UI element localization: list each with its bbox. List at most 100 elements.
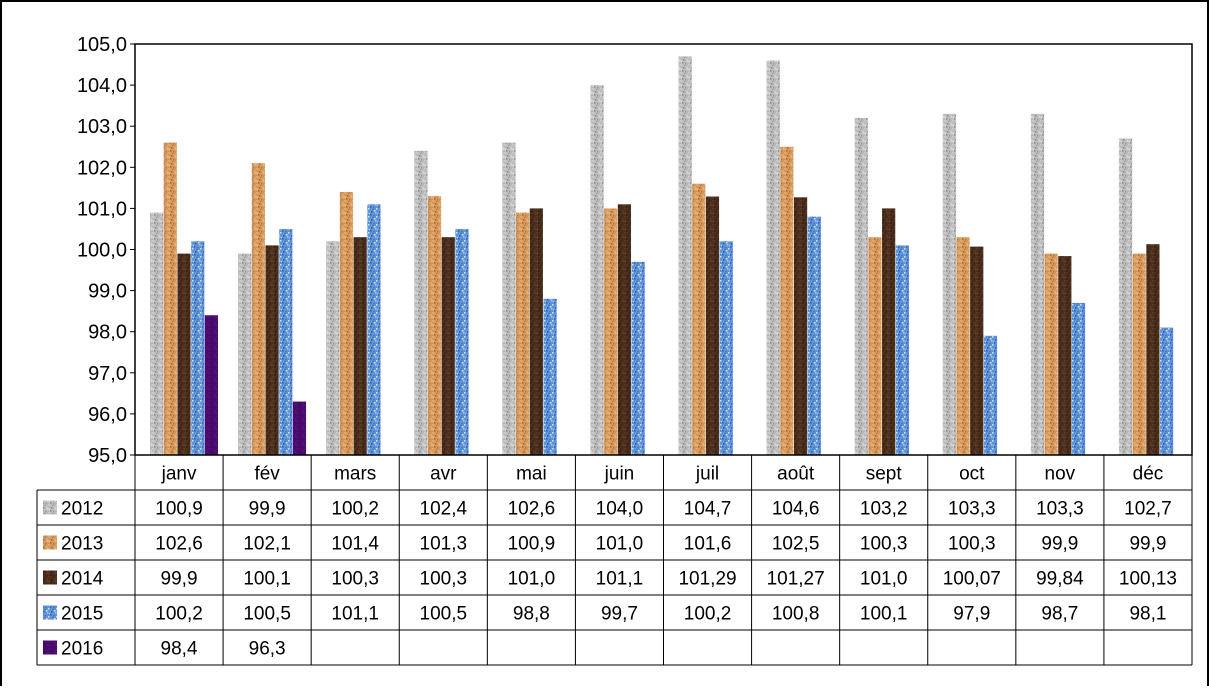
table-cell: 102,7 xyxy=(1124,499,1172,520)
category-label: sept xyxy=(866,464,903,485)
table-cell: 100,9 xyxy=(155,499,203,520)
bar-2012-sept xyxy=(854,117,868,455)
bars xyxy=(150,56,1174,456)
bar-2012-oct xyxy=(942,113,956,456)
table-cell: 100,13 xyxy=(1119,569,1177,590)
bar-2015-août xyxy=(807,216,821,455)
category-label: fév xyxy=(254,464,280,485)
table-cell: 102,4 xyxy=(420,499,468,520)
bar-2015-mars xyxy=(367,204,381,455)
category-label: déc xyxy=(1133,464,1164,485)
y-tick-label: 100,0 xyxy=(77,240,127,262)
bar-2012-juil xyxy=(678,56,692,456)
bar-2013-oct xyxy=(956,237,970,455)
y-tick-label: 95,0 xyxy=(88,445,127,467)
bar-2013-mai xyxy=(516,212,530,455)
table-cell: 104,0 xyxy=(596,499,644,520)
bar-2012-nov xyxy=(1030,113,1045,456)
bar-2014-juin xyxy=(617,204,632,455)
table-cell: 101,0 xyxy=(596,534,644,555)
bar-2013-juin xyxy=(604,208,618,455)
bar-2015-mai xyxy=(543,298,557,455)
table-cell: 97,9 xyxy=(953,604,990,625)
table-cell: 100,8 xyxy=(772,604,820,625)
table-cell: 100,2 xyxy=(331,499,379,520)
category-label: janv xyxy=(161,464,197,485)
legend-label-2012: 2012 xyxy=(61,499,103,520)
table-cell: 101,27 xyxy=(767,569,825,590)
table-cell: 104,6 xyxy=(772,499,820,520)
table-cell: 100,3 xyxy=(420,569,468,590)
legend-label-2013: 2013 xyxy=(61,534,103,555)
category-label: juil xyxy=(695,464,719,485)
y-tick-label: 97,0 xyxy=(88,363,127,385)
y-tick-label: 98,0 xyxy=(88,322,127,344)
bar-2014-juil xyxy=(705,196,720,455)
bar-2013-juil xyxy=(692,183,706,456)
table-cell: 100,3 xyxy=(860,534,908,555)
table-cell: 99,9 xyxy=(1041,534,1078,555)
table-cell: 101,0 xyxy=(508,569,556,590)
table-cell: 101,4 xyxy=(331,534,379,555)
table-cell: 100,3 xyxy=(331,569,379,590)
table-cell: 99,9 xyxy=(161,569,198,590)
bar-2013-sept xyxy=(868,237,882,455)
bar-2014-nov xyxy=(1058,256,1072,455)
table-cell: 103,3 xyxy=(948,499,996,520)
bar-2012-août xyxy=(766,60,780,455)
table-cell: 104,7 xyxy=(684,499,732,520)
table-cell: 100,9 xyxy=(508,534,556,555)
table-cell: 99,84 xyxy=(1036,569,1084,590)
table-cell: 98,4 xyxy=(161,639,198,660)
bar-2014-mars xyxy=(353,237,367,455)
data-table: janv fév mars avr mai juin juil août sept oct nov d… xyxy=(36,455,1193,666)
table-cell: 100,5 xyxy=(420,604,468,625)
bar-2014-fév xyxy=(265,245,279,455)
bar-2013-janv xyxy=(163,142,177,455)
table-cell: 101,6 xyxy=(684,534,732,555)
table-cell: 99,9 xyxy=(249,499,286,520)
table-cell: 100,2 xyxy=(684,604,732,625)
table-cell: 98,8 xyxy=(513,604,550,625)
y-axis: 95,0 96,0 97,0 98,0 99,0 100,0 101,0 102,0 103,0… xyxy=(77,34,135,467)
category-label: mars xyxy=(334,464,376,485)
category-label: juin xyxy=(604,464,635,485)
y-tick-label: 105,0 xyxy=(77,34,127,56)
table-cell: 101,0 xyxy=(860,569,908,590)
table-cell: 102,6 xyxy=(155,534,203,555)
bar-2013-nov xyxy=(1044,253,1058,455)
table-cell: 99,9 xyxy=(1129,534,1166,555)
category-label: nov xyxy=(1045,464,1076,485)
category-label: avr xyxy=(430,464,457,485)
bar-2014-avr xyxy=(441,237,455,455)
table-cell: 100,5 xyxy=(243,604,291,625)
table-cell: 100,1 xyxy=(860,604,908,625)
legend-label-2015: 2015 xyxy=(61,604,103,625)
table-cell: 96,3 xyxy=(249,639,286,660)
bar-2012-déc xyxy=(1118,138,1133,455)
bar-2015-nov xyxy=(1071,302,1086,455)
bar-2014-mai xyxy=(529,208,543,455)
y-tick-label: 99,0 xyxy=(88,281,127,303)
bar-2012-mars xyxy=(326,241,340,455)
table-cell: 100,3 xyxy=(948,534,996,555)
bar-2013-mars xyxy=(339,191,354,455)
y-tick-label: 103,0 xyxy=(77,116,127,138)
table-cell: 101,1 xyxy=(331,604,379,625)
bar-2015-fév xyxy=(279,228,293,455)
table-cell: 101,3 xyxy=(420,534,468,555)
bar-2015-juin xyxy=(631,261,645,455)
bar-2015-janv xyxy=(191,241,205,455)
bar-2016-fév xyxy=(292,401,307,455)
table-cell: 99,7 xyxy=(601,604,638,625)
table-cell: 102,6 xyxy=(508,499,556,520)
table-cell: 100,2 xyxy=(155,604,203,625)
table-cell: 101,1 xyxy=(596,569,644,590)
category-label: oct xyxy=(959,464,985,485)
legend-label-2014: 2014 xyxy=(61,569,104,590)
legend-key-2015 xyxy=(43,605,57,620)
bar-2016-janv xyxy=(204,315,218,455)
bar-2014-août xyxy=(793,197,808,456)
